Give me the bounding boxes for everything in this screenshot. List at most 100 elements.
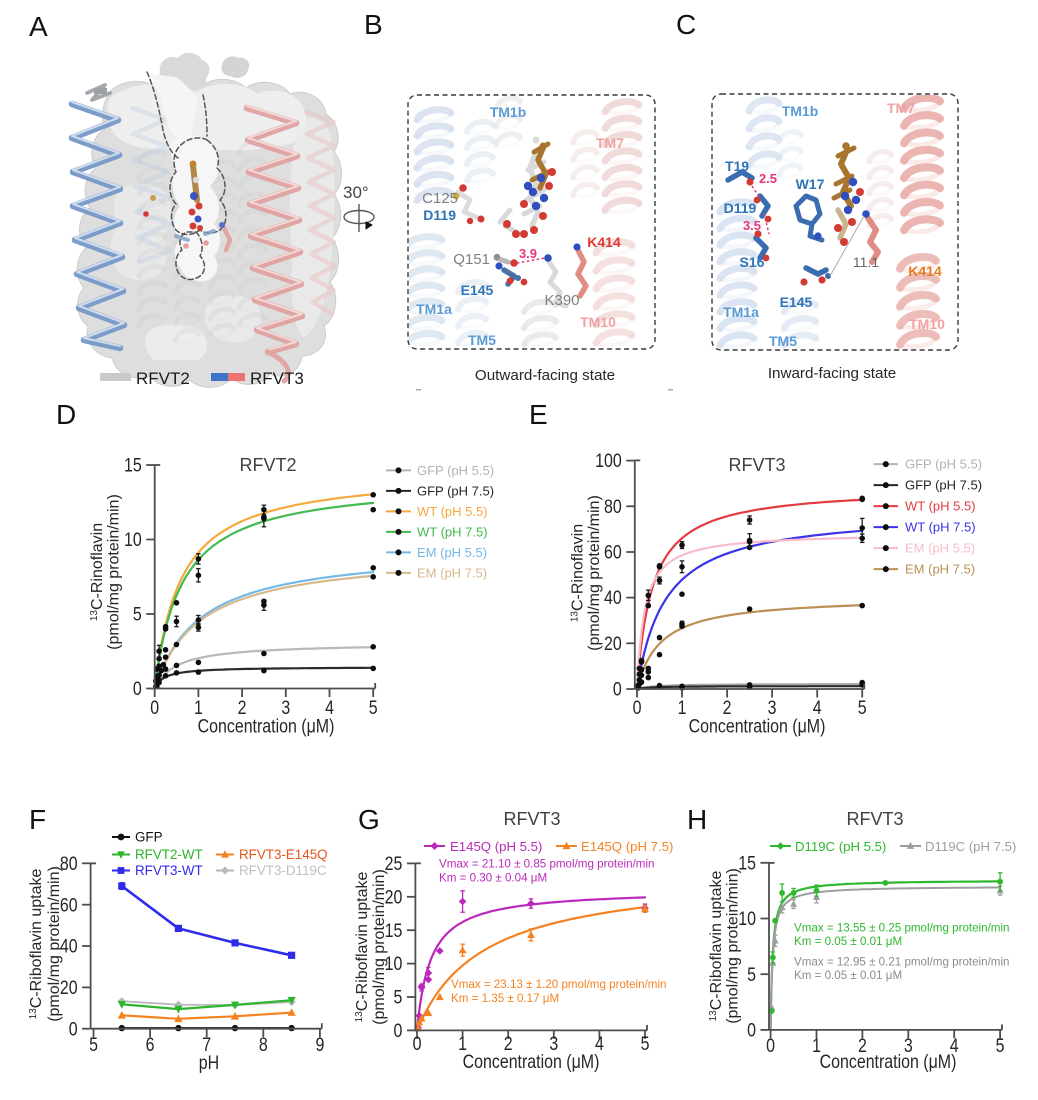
- svg-text:30°: 30°: [343, 183, 369, 202]
- svg-text:(pmol/mg protein/min): (pmol/mg protein/min): [46, 866, 63, 1022]
- svg-text:GFP (pH 7.5): GFP (pH 7.5): [417, 483, 494, 498]
- svg-text:GFP: GFP: [135, 830, 163, 845]
- svg-text:E145Q (pH 7.5): E145Q (pH 7.5): [581, 839, 673, 854]
- svg-text:0: 0: [69, 1018, 78, 1040]
- svg-text:5: 5: [996, 1035, 1005, 1057]
- svg-text:1: 1: [194, 697, 203, 719]
- svg-text:13C-Rinoflavin: 13C-Rinoflavin: [89, 523, 106, 621]
- svg-text:TM1a: TM1a: [416, 301, 452, 317]
- svg-text:1: 1: [678, 697, 687, 719]
- svg-text:Concentration (μM): Concentration (μM): [689, 715, 826, 737]
- svg-text:2.5: 2.5: [759, 171, 777, 186]
- svg-text:WT (pH 5.5): WT (pH 5.5): [417, 504, 488, 519]
- svg-text:RFVT3: RFVT3: [250, 369, 304, 388]
- svg-text:H: H: [687, 804, 707, 835]
- svg-text:Concentration (μM): Concentration (μM): [820, 1051, 957, 1073]
- svg-text:WT (pH 7.5): WT (pH 7.5): [905, 520, 976, 535]
- svg-text:RFVT3: RFVT3: [846, 809, 903, 829]
- svg-text:0: 0: [394, 1020, 403, 1042]
- svg-text:E: E: [529, 399, 548, 430]
- svg-text:3: 3: [549, 1033, 558, 1055]
- svg-text:4: 4: [950, 1035, 959, 1057]
- svg-text:EM (pH 5.5): EM (pH 5.5): [417, 545, 487, 560]
- svg-text:0: 0: [633, 697, 642, 719]
- svg-text:0: 0: [133, 678, 142, 700]
- svg-text:D119C (pH 5.5): D119C (pH 5.5): [795, 839, 886, 854]
- svg-text:WT (pH 7.5): WT (pH 7.5): [417, 524, 488, 539]
- svg-text:3: 3: [768, 697, 777, 719]
- svg-text:Km = 0.05 ± 0.01 μM: Km = 0.05 ± 0.01 μM: [794, 935, 902, 948]
- svg-text:RFVT2: RFVT2: [239, 455, 296, 475]
- svg-text:D119: D119: [423, 207, 456, 223]
- svg-text:10: 10: [385, 953, 403, 975]
- svg-text:RFVT3: RFVT3: [728, 455, 785, 475]
- svg-text:RFVT2-WT: RFVT2-WT: [135, 847, 203, 862]
- svg-text:C125: C125: [422, 190, 458, 207]
- svg-text:3.5: 3.5: [743, 218, 761, 233]
- svg-text:A: A: [29, 11, 48, 42]
- svg-text:EM (pH 7.5): EM (pH 7.5): [417, 565, 487, 580]
- svg-text:2: 2: [858, 1035, 867, 1057]
- svg-text:TM10: TM10: [580, 314, 616, 330]
- svg-text:1: 1: [458, 1033, 467, 1055]
- svg-text:20: 20: [604, 633, 622, 655]
- svg-text:15: 15: [385, 919, 403, 941]
- svg-text:TM7: TM7: [887, 100, 915, 116]
- svg-text:Concentration (μM): Concentration (μM): [463, 1051, 600, 1073]
- svg-text:3: 3: [904, 1035, 913, 1057]
- svg-text:5: 5: [133, 603, 142, 625]
- svg-text:40: 40: [60, 935, 78, 957]
- svg-text:5: 5: [369, 697, 378, 719]
- svg-text:TM1a: TM1a: [723, 304, 759, 320]
- svg-text:80: 80: [604, 496, 622, 518]
- svg-text:pH: pH: [199, 1052, 219, 1074]
- svg-text:13C-Riboflavin uptake: 13C-Riboflavin uptake: [28, 869, 45, 1020]
- svg-text:2: 2: [238, 697, 247, 719]
- svg-text:C: C: [676, 9, 696, 40]
- svg-text:3: 3: [281, 697, 290, 719]
- svg-text:10: 10: [124, 529, 142, 551]
- svg-text:F: F: [29, 804, 46, 835]
- svg-text:K414: K414: [908, 263, 942, 279]
- svg-text:TM1b: TM1b: [782, 103, 819, 119]
- svg-text:60: 60: [604, 541, 622, 563]
- svg-text:K390: K390: [544, 292, 579, 309]
- svg-text:0: 0: [766, 1035, 775, 1057]
- svg-text:TM5: TM5: [468, 332, 496, 348]
- svg-text:Km = 0.05 ± 0.01 μM: Km = 0.05 ± 0.01 μM: [794, 969, 902, 982]
- svg-text:2: 2: [504, 1033, 513, 1055]
- svg-text:B: B: [364, 9, 383, 40]
- svg-text:GFP (pH 5.5): GFP (pH 5.5): [417, 463, 494, 478]
- svg-text:20: 20: [60, 977, 78, 999]
- svg-text:RFVT3-E145Q: RFVT3-E145Q: [239, 847, 328, 862]
- svg-text:15: 15: [124, 454, 142, 476]
- svg-text:TM5: TM5: [769, 333, 797, 349]
- svg-text:5: 5: [641, 1033, 650, 1055]
- svg-text:TM10: TM10: [909, 316, 945, 332]
- svg-text:20: 20: [385, 886, 403, 908]
- svg-text:(pmol/mg protein/min): (pmol/mg protein/min): [106, 494, 123, 650]
- svg-text:E145: E145: [461, 282, 494, 298]
- svg-text:Vmax = 12.95 ± 0.21 pmol/mg pr: Vmax = 12.95 ± 0.21 pmol/mg protein/min: [794, 956, 1009, 969]
- svg-text:8: 8: [259, 1034, 268, 1056]
- svg-text:W17: W17: [796, 176, 825, 192]
- svg-text:E145: E145: [780, 294, 813, 310]
- svg-text:RFVT3-D119C: RFVT3-D119C: [239, 863, 327, 878]
- svg-text:3.9: 3.9: [519, 246, 537, 261]
- svg-text:0: 0: [747, 1019, 756, 1041]
- svg-text:5: 5: [89, 1034, 98, 1056]
- svg-text:13C-Riboflavin uptake: 13C-Riboflavin uptake: [708, 871, 725, 1022]
- svg-text:6: 6: [146, 1034, 155, 1056]
- svg-text:Vmax = 23.13 ± 1.20 pmol/mg pr: Vmax = 23.13 ± 1.20 pmol/mg protein/min: [451, 978, 666, 991]
- svg-text:40: 40: [604, 587, 622, 609]
- svg-text:5: 5: [394, 986, 403, 1008]
- svg-text:RFVT2: RFVT2: [136, 369, 190, 388]
- svg-text:60: 60: [60, 894, 78, 916]
- svg-text:0: 0: [150, 697, 159, 719]
- svg-text:WT (pH 5.5): WT (pH 5.5): [905, 499, 976, 514]
- svg-text:Km = 1.35 ± 0.17 μM: Km = 1.35 ± 0.17 μM: [451, 992, 559, 1005]
- svg-text:D119C (pH 7.5): D119C (pH 7.5): [925, 839, 1016, 854]
- svg-text:(pmol/mg protein/min): (pmol/mg protein/min): [724, 868, 741, 1024]
- svg-text:10: 10: [738, 908, 756, 930]
- svg-text:TM1b: TM1b: [490, 104, 527, 120]
